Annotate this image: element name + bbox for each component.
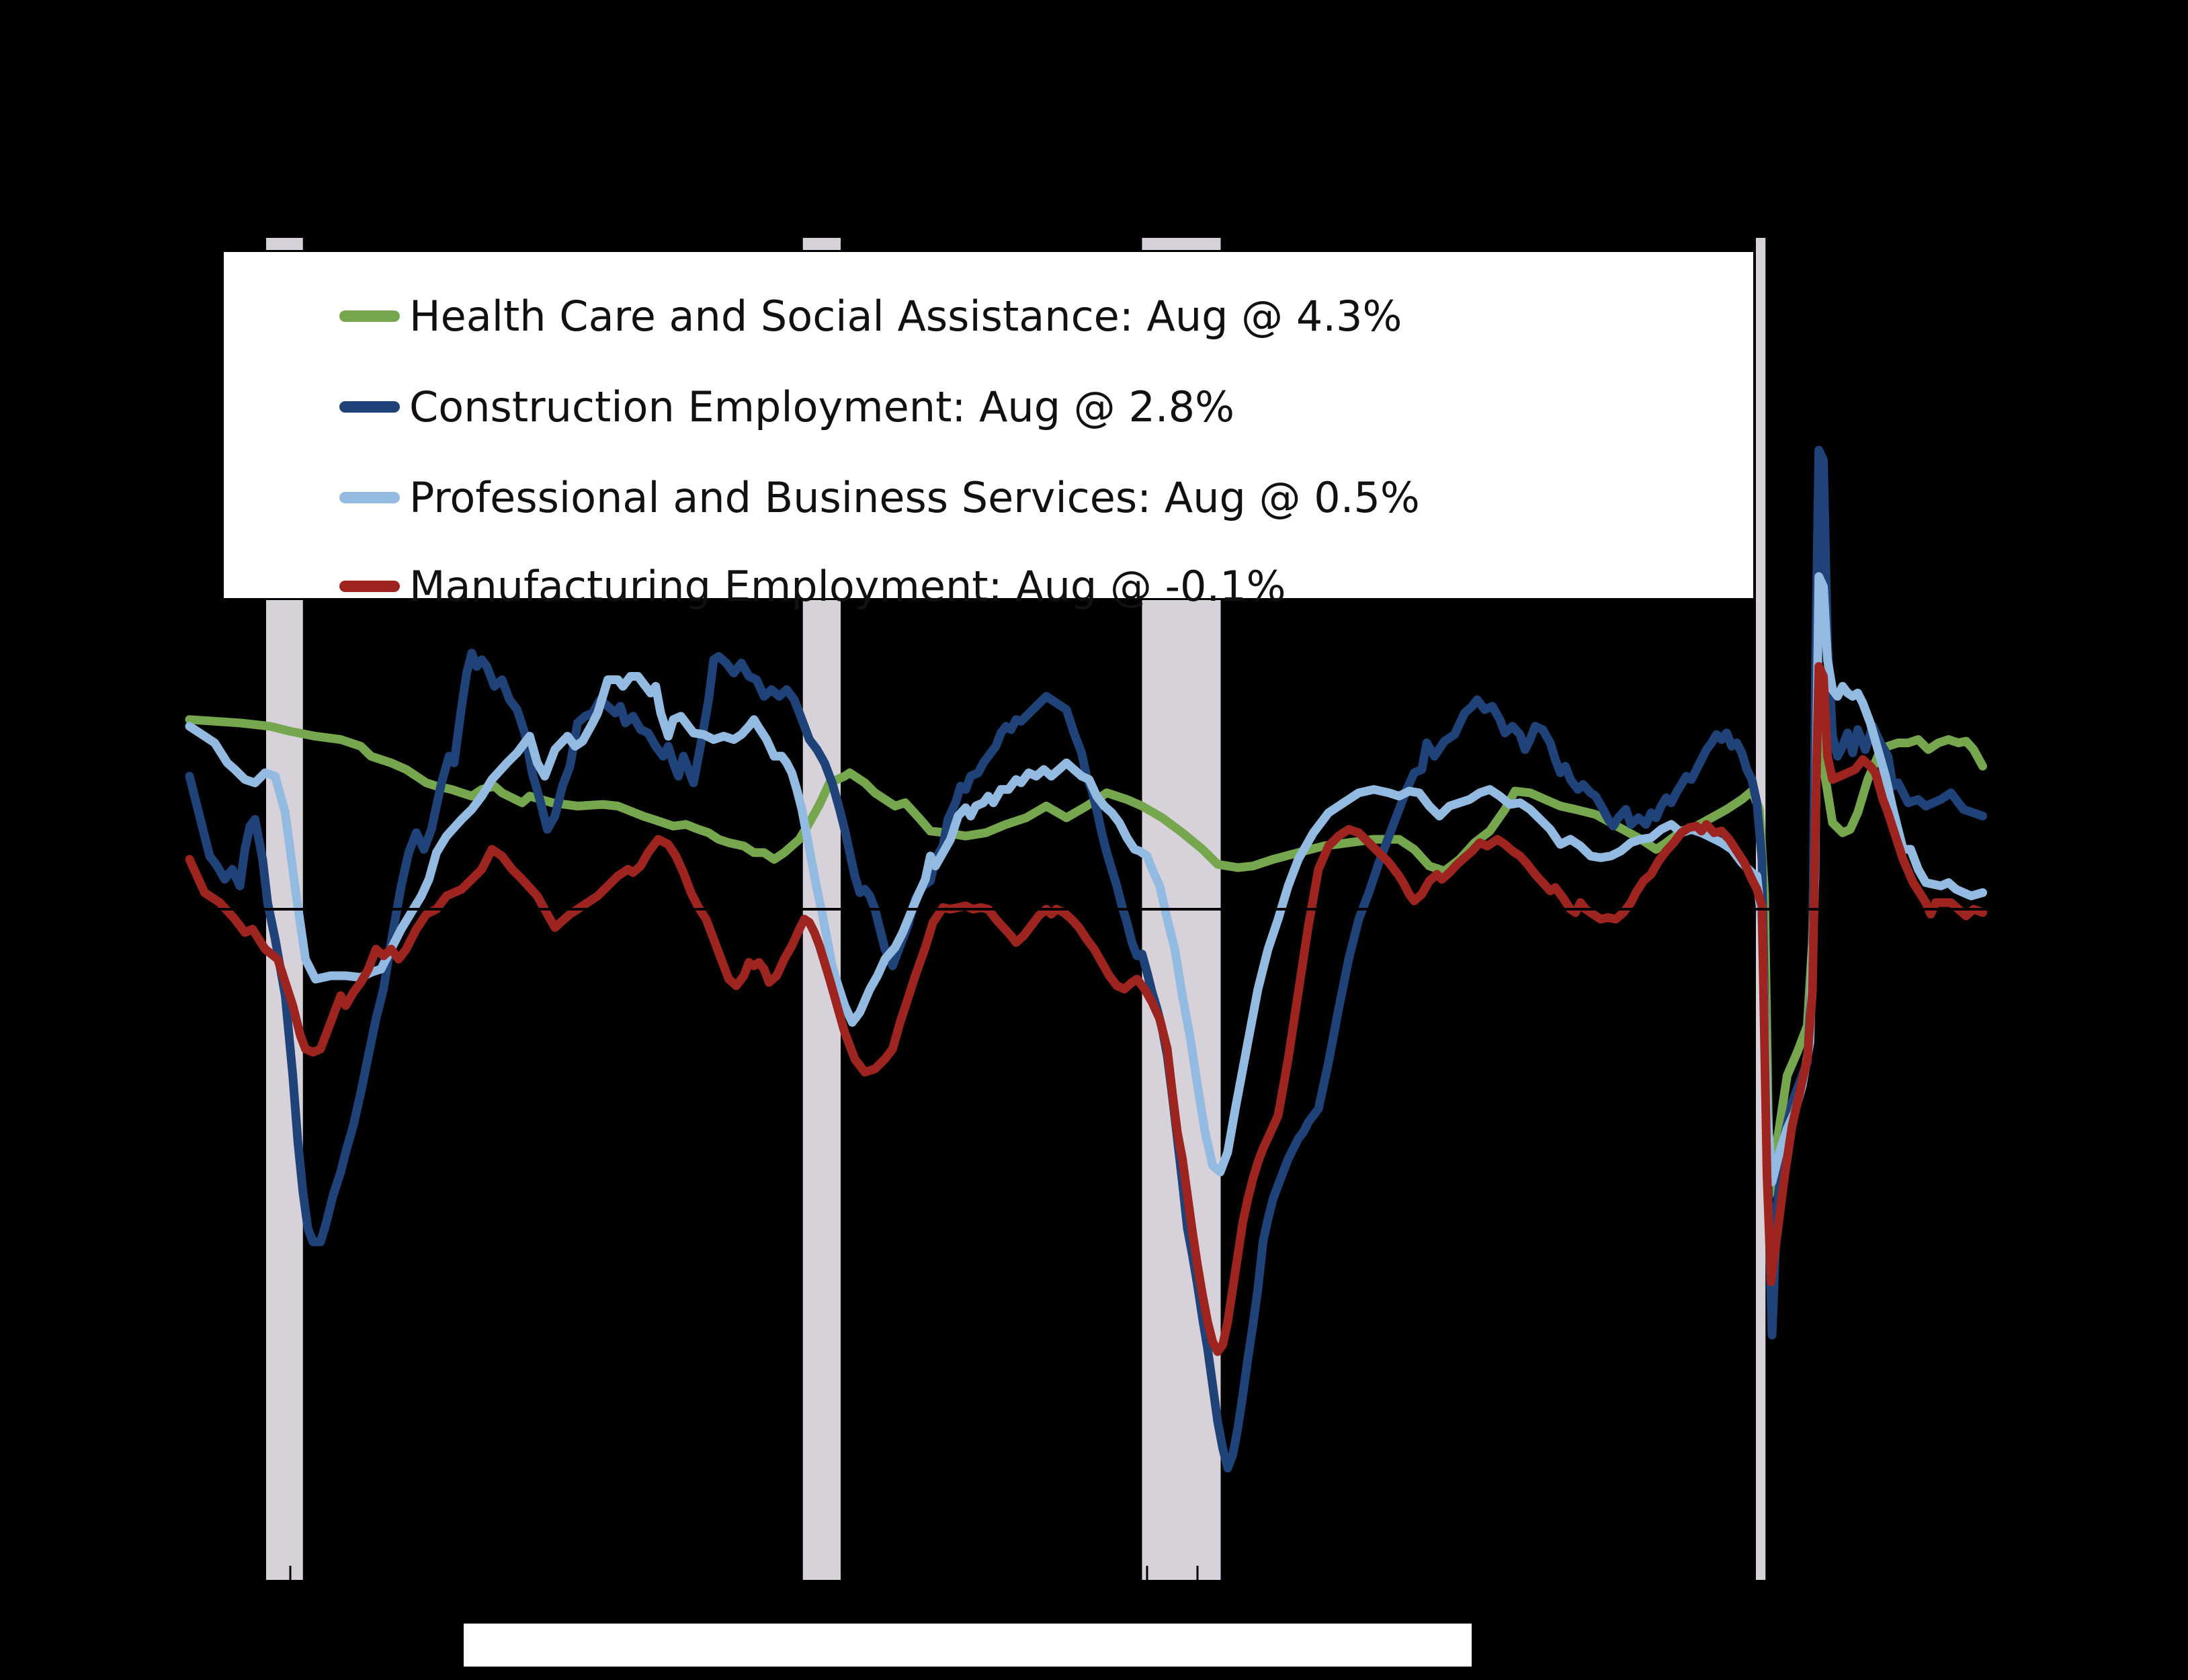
legend-row-health-care: Health Care and Social Assistance: Aug @… <box>224 291 1753 341</box>
series-line-manufacturing <box>185 662 1987 1356</box>
legend-swatch-professional-business <box>339 491 400 503</box>
source-box <box>464 1624 1472 1667</box>
legend-label-construction: Construction Employment: Aug @ 2.8% <box>409 382 1234 431</box>
series-line-construction <box>185 446 1987 1473</box>
legend-label-professional-business: Professional and Business Services: Aug … <box>409 472 1420 522</box>
legend: Health Care and Social Assistance: Aug @… <box>222 250 1755 611</box>
legend-row-construction: Construction Employment: Aug @ 2.8% <box>224 382 1753 431</box>
series-line-health-care <box>185 678 1987 1200</box>
legend-swatch-health-care <box>339 310 400 322</box>
series-line-professional-business <box>185 572 1987 1187</box>
legend-label-health-care: Health Care and Social Assistance: Aug @… <box>409 291 1402 341</box>
legend-swatch-construction <box>339 401 400 413</box>
legend-swatch-manufacturing <box>339 580 400 592</box>
legend-row-manufacturing: Manufacturing Employment: Aug @ -0.1% <box>224 561 1753 611</box>
legend-row-professional-business: Professional and Business Services: Aug … <box>224 472 1753 522</box>
legend-label-manufacturing: Manufacturing Employment: Aug @ -0.1% <box>409 561 1286 611</box>
